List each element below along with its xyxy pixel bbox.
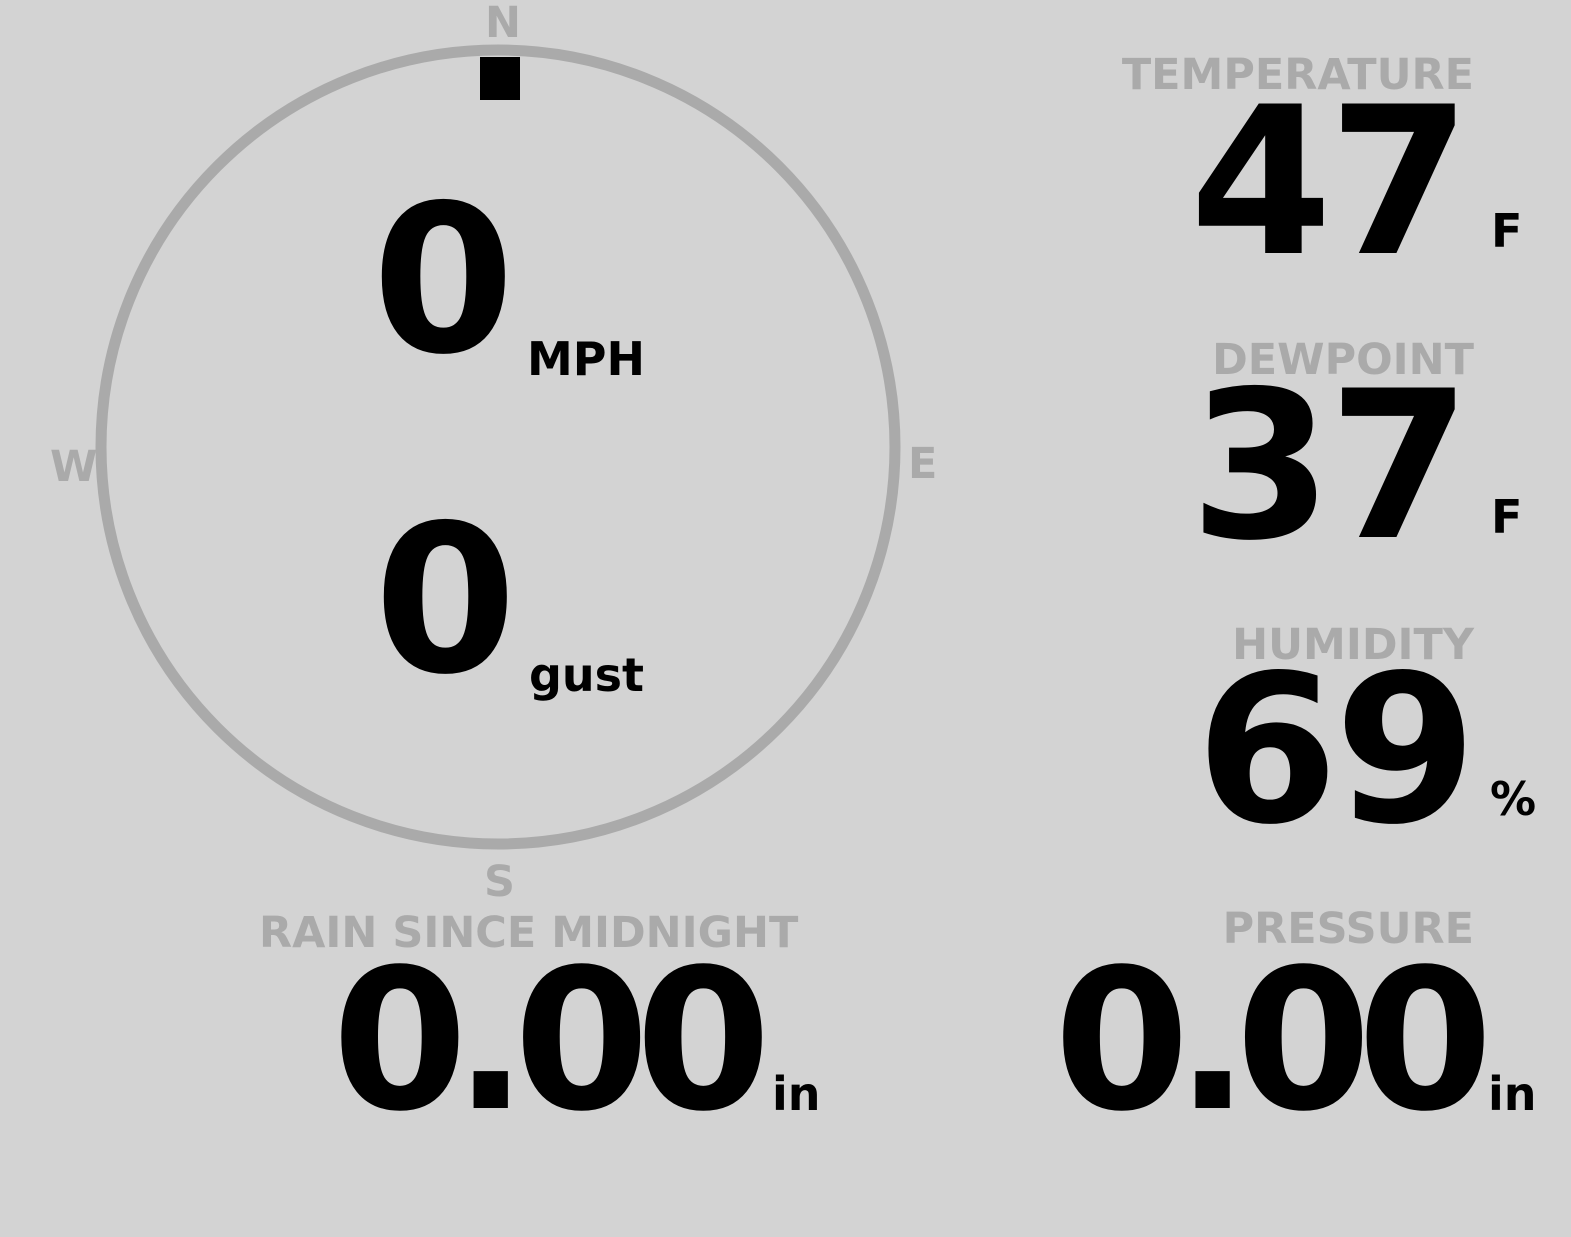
temperature-unit: F xyxy=(1491,204,1523,258)
rain-value: 0.00 xyxy=(332,927,771,1154)
pressure-unit: in xyxy=(1488,1067,1537,1121)
wind-gust-value: 0 xyxy=(374,482,517,720)
humidity-value: 69 xyxy=(1195,632,1477,870)
wind-gust-unit: gust xyxy=(529,648,645,702)
wind-speed-unit: MPH xyxy=(527,332,645,386)
pressure-label: PRESSURE xyxy=(1222,904,1474,954)
humidity-unit: % xyxy=(1490,772,1537,826)
wind-speed-value: 0 xyxy=(372,162,515,400)
pressure-value: 0.00 xyxy=(1053,927,1493,1154)
compass-south-label: S xyxy=(484,857,515,907)
compass-west-label: W xyxy=(50,442,98,492)
wind-compass xyxy=(95,44,901,850)
rain-label: RAIN SINCE MIDNIGHT xyxy=(259,908,799,958)
compass-north-label: N xyxy=(485,0,521,48)
rain-unit: in xyxy=(772,1067,821,1121)
dewpoint-value: 37 xyxy=(1189,348,1471,586)
dewpoint-unit: F xyxy=(1491,490,1523,544)
dewpoint-label: DEWPOINT xyxy=(1212,335,1474,385)
wind-direction-pointer xyxy=(480,57,520,100)
temperature-label: TEMPERATURE xyxy=(1121,50,1474,100)
humidity-label: HUMIDITY xyxy=(1232,620,1474,670)
compass-east-label: E xyxy=(908,439,938,489)
compass-ring xyxy=(95,44,901,850)
temperature-value: 47 xyxy=(1189,64,1471,302)
